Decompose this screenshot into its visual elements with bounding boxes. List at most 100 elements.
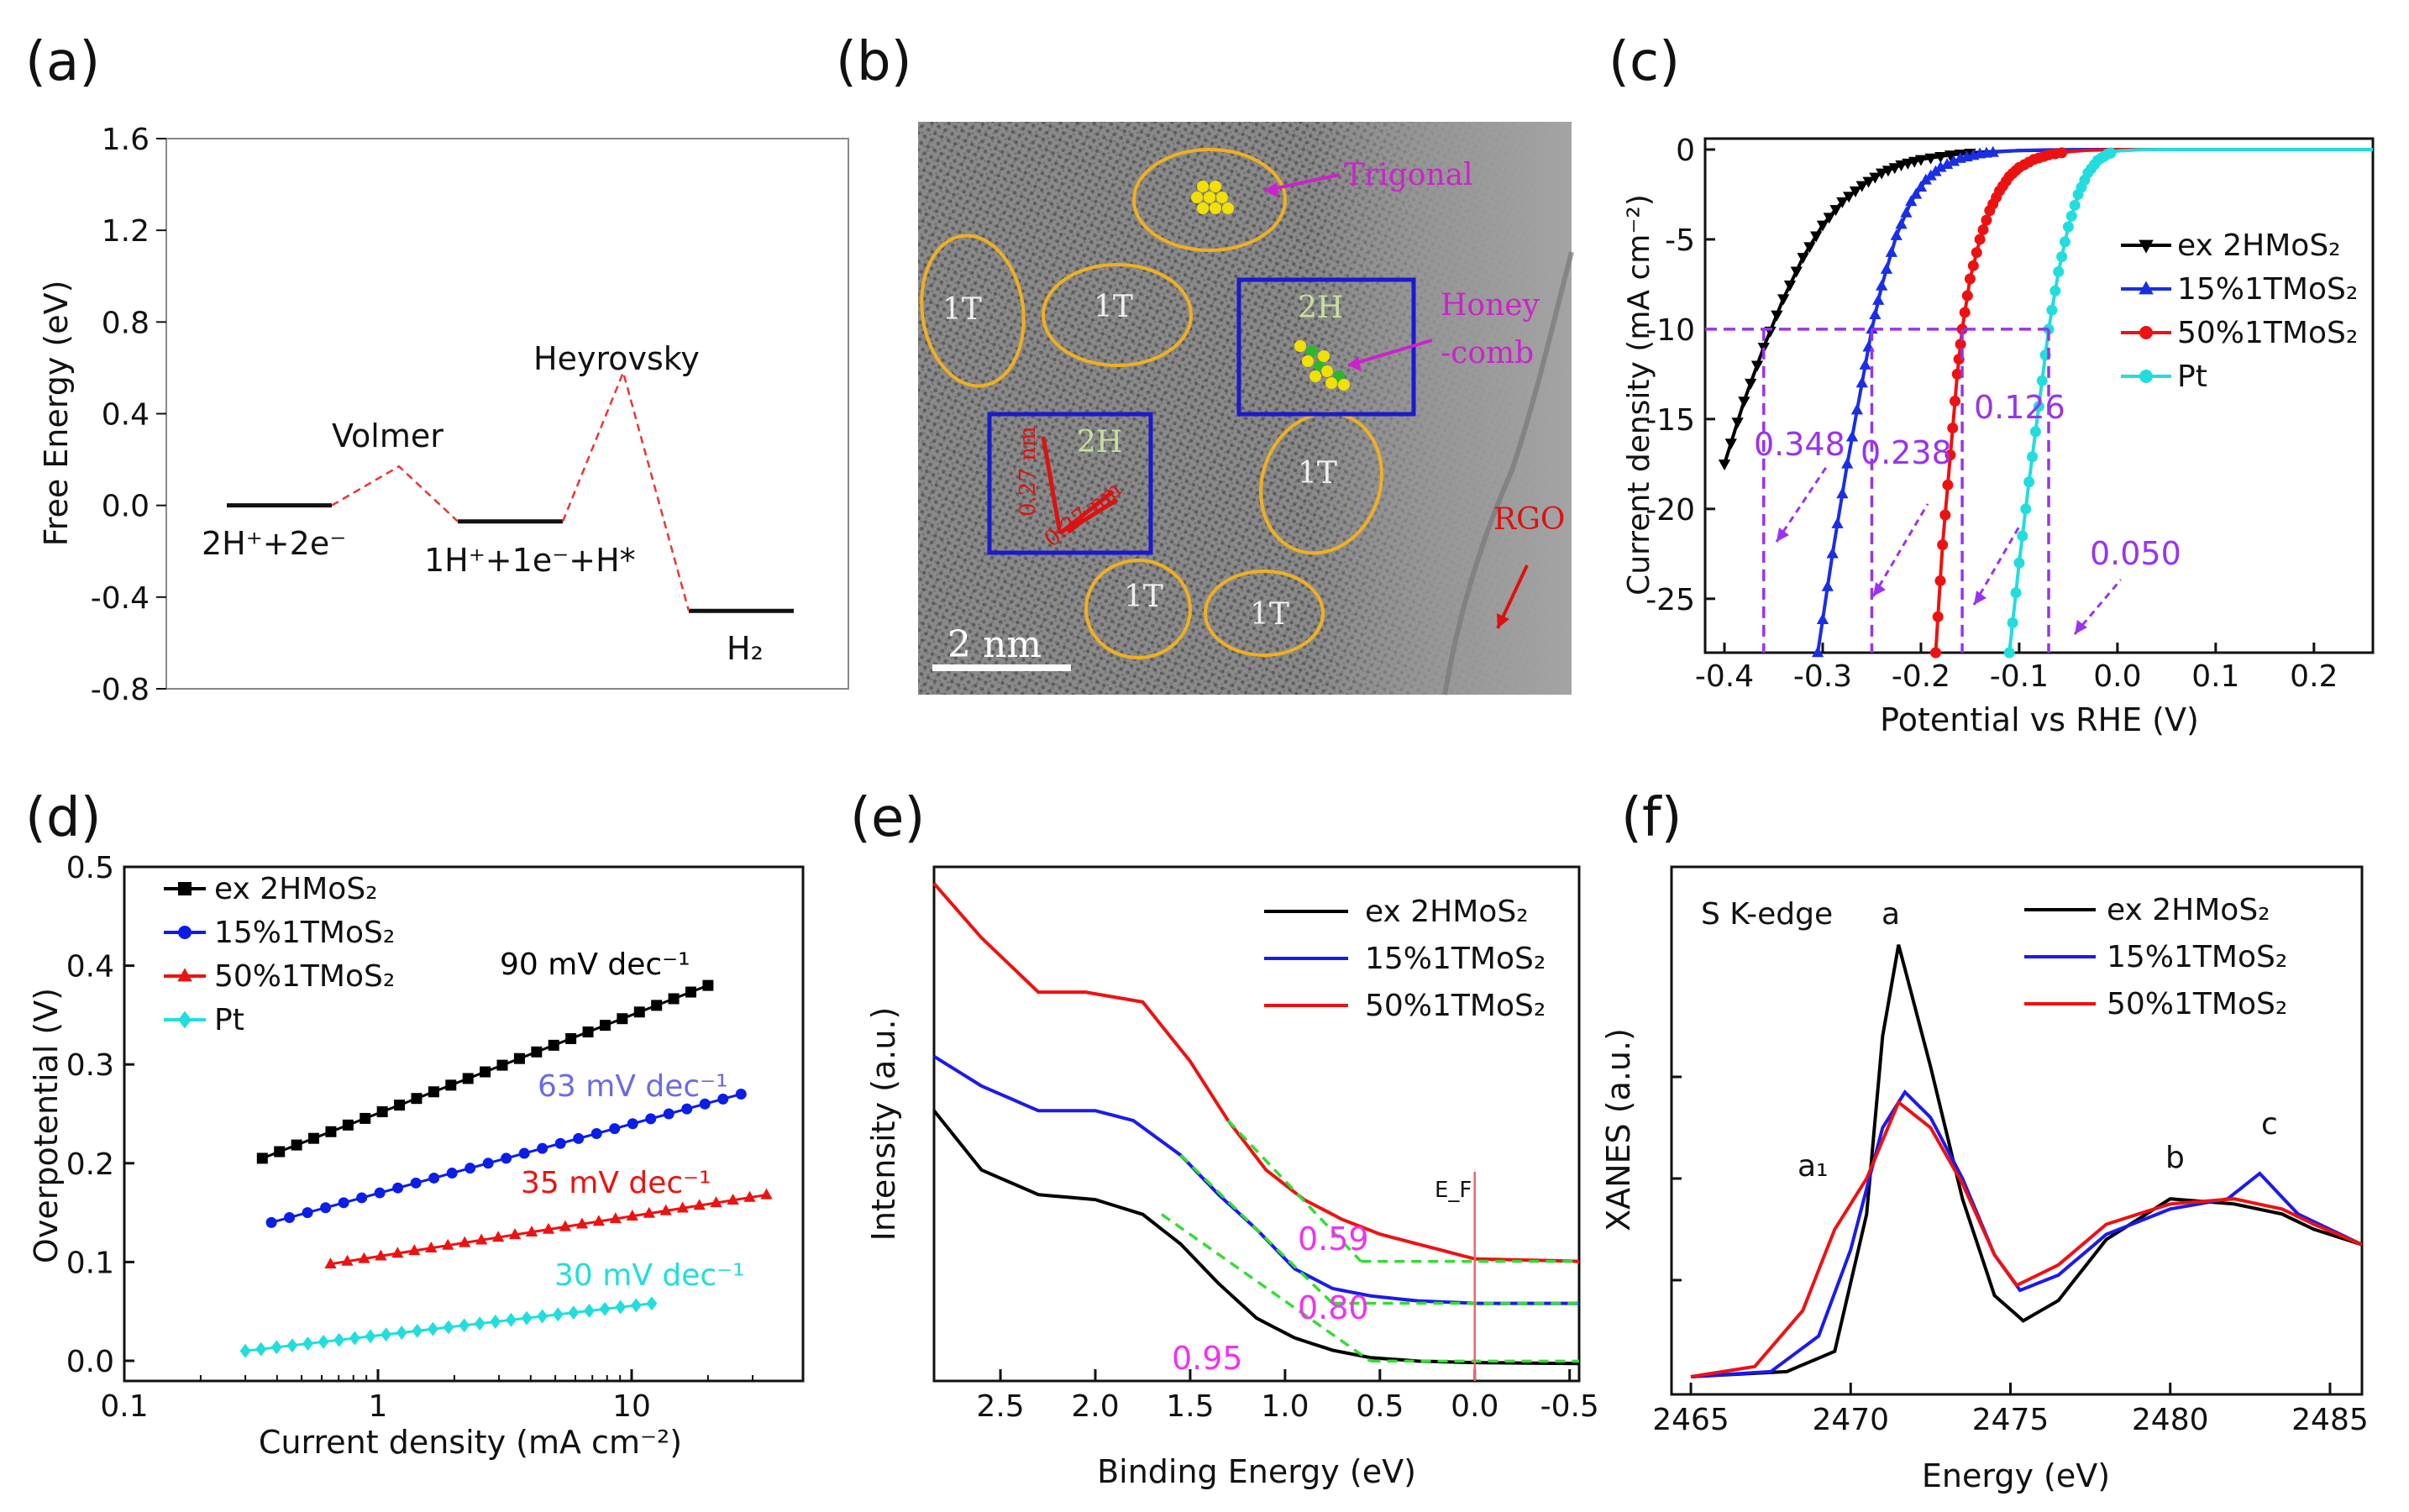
c-legend-label: 50%1TMoS₂ [2177,316,2358,350]
d-series-point [491,1231,505,1242]
c-arrow [1972,524,2022,606]
e-xtick-label: 1.5 [1166,1389,1214,1424]
c-series-point [1939,509,1951,521]
c-series-point [1942,479,1954,491]
c-series-point [1888,163,1901,175]
panel-b-tem-image: Trigonal Honey -comb 2H 2H 1T 1T 1T 1T 1… [918,122,1574,696]
c-series-point [1937,539,1949,551]
b-atom-dots [1191,181,1350,391]
a-ylabel: Free Energy (eV) [38,281,75,547]
b-honeycomb-atom [1294,340,1306,352]
b-honeycomb-atom [1325,377,1337,389]
d-ytick-label: 0.1 [66,1246,114,1280]
c-series-point [1821,580,1834,591]
c-series-point [1869,308,1882,320]
b-label-rgo: RGO [1493,502,1565,537]
b-fringe-line [1065,497,1119,533]
panel-a-chart: Free Energy (eV) 1.6 1.2 0.8 0.4 0.0 -0.4 -0.8… [38,123,849,707]
d-series-point [365,1329,376,1344]
a-state-label: 1H⁺+1e⁻+H* [424,542,636,579]
c-series-point [1934,575,1946,586]
b-fringe-line [1041,436,1063,534]
d-series-point [575,1217,589,1229]
c-ytick-label: -20 [1645,493,1695,528]
f-series-line [1690,944,2363,1378]
a-state-label: 2H⁺+2e⁻ [202,525,346,562]
e-gap-label: 0.95 [1172,1340,1243,1377]
c-series-point [2010,587,2022,599]
a-ytick-label: -0.8 [91,673,150,707]
d-series-point [617,1013,628,1025]
c-series-point [2036,375,2048,386]
e-axes: 2.5 2.0 1.5 1.0 0.5 0.0 -0.5 [976,1369,1599,1424]
d-series-point [668,993,680,1005]
d-series-point [645,1113,657,1125]
c-series-point [1934,160,1947,172]
d-series-point [727,1193,739,1205]
d-series-point [412,1323,423,1338]
c-series-point [1971,247,1982,259]
c-series-point [2069,199,2081,211]
d-series-point [255,1341,267,1357]
d-series-point [699,1098,711,1110]
c-ytick-label: -25 [1645,583,1695,617]
d-series-point [428,1086,439,1098]
d-series-point [427,1321,438,1336]
c-series-point [1945,449,1956,461]
d-series-point [599,1020,611,1032]
a-ytick-label: -0.4 [91,581,150,616]
d-series-point [374,1187,386,1199]
c-xtick-label: -0.4 [1695,659,1754,694]
a-ytick-label: 0.4 [102,398,150,433]
b-trigonal-atom [1197,202,1209,214]
b-label-honey: Honey [1441,288,1540,323]
c-xtick-label: -0.1 [1990,659,2049,694]
d-legend-label: ex 2HMoS₂ [214,872,378,906]
b-arrow-head [1264,182,1278,197]
d-xtick-label: 10 [612,1389,651,1424]
d-series-point [482,1158,494,1169]
c-series-point [2029,426,2041,438]
c-series-point [2023,476,2035,488]
c-series-point [1823,213,1835,224]
d-series-point [505,1312,517,1327]
a-ytick-label: 1.2 [102,214,150,249]
e-xtick-label: 2.5 [976,1389,1024,1424]
c-series-point [1934,152,1947,164]
c-legend-label: ex 2HMoS₂ [2177,228,2341,263]
f-xtick-label: 2465 [1652,1403,1729,1437]
d-xlabel: Current density (mA cm⁻²) [259,1424,682,1461]
d-series-point [265,1216,277,1228]
c-series-point [2017,530,2028,542]
c-series-point [1855,181,1868,192]
d-series-point [717,1093,729,1105]
a-energy-profile [227,369,794,613]
d-series-point [394,1100,406,1111]
c-series-point [1745,378,1757,390]
a-barrier-path [331,465,459,522]
d-frame [123,865,805,1383]
e-ylabel: Intensity (a.u.) [865,1007,902,1242]
d-series-point [537,1142,548,1154]
d-series-point [428,1172,440,1184]
c-series-point [1876,279,1888,291]
d-series-point [583,1304,595,1318]
d-legend-marker [178,882,192,895]
c-series-point [1831,517,1844,528]
c-series-point [2105,147,2117,159]
b-edge-line [1442,251,1574,696]
c-ytick-label: 0 [1676,134,1695,168]
c-series-point [1914,155,1928,166]
d-series-point [445,1079,457,1091]
d-series-point [552,1307,564,1322]
f-xtick-label: 2475 [1972,1403,2049,1437]
c-onset-label: 0.126 [1974,389,2065,426]
b-label-1t: 1T [1298,456,1337,491]
e-xtick-label: 0.5 [1356,1389,1404,1424]
c-legend-marker [2139,370,2153,383]
c-series-point [1961,290,1973,302]
f-xtick-label: 2485 [2291,1403,2369,1437]
d-series-point [693,1199,706,1210]
c-arrow-head [1873,582,1886,596]
c-onset-label: 0.238 [1861,434,1952,471]
